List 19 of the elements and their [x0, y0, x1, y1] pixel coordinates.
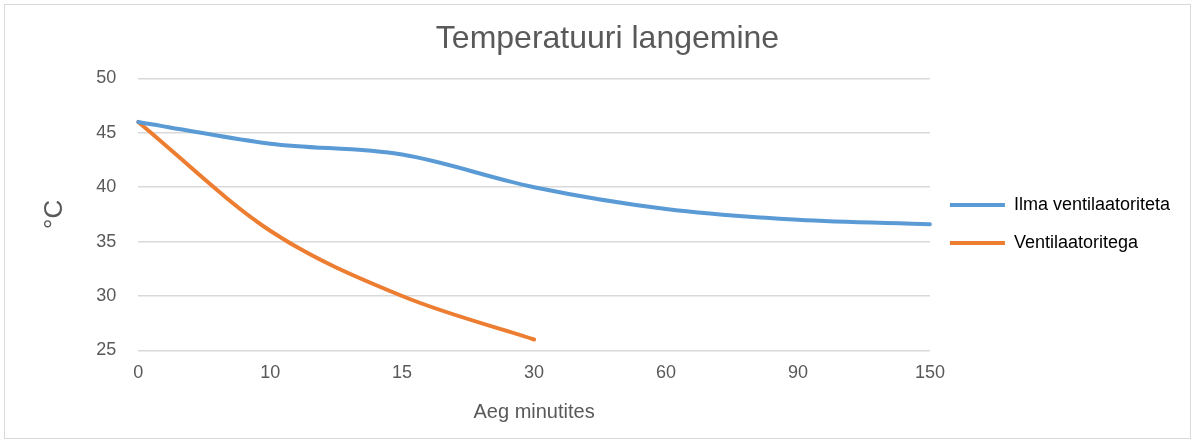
- x-tick-label: 30: [524, 362, 545, 383]
- y-tick-label: 35: [96, 230, 117, 251]
- y-tick-label: 45: [96, 121, 117, 142]
- x-tick-label: 0: [133, 362, 144, 383]
- y-tick-label: 25: [96, 339, 117, 360]
- y-tick-label: 30: [96, 284, 117, 305]
- legend-label: Ilma ventilaatoriteta: [1013, 193, 1171, 214]
- legend-label: Ventilaatoritega: [1013, 231, 1140, 252]
- y-tick-label: 50: [96, 67, 117, 88]
- x-tick-label: 60: [656, 362, 677, 383]
- y-tick-label: 40: [96, 176, 117, 197]
- line-series: [136, 119, 932, 227]
- x-tick-label: 90: [787, 362, 808, 383]
- x-axis-title: Aeg minutites: [473, 399, 595, 422]
- y-axis-title: °C: [37, 199, 68, 229]
- x-tick-label: 150: [914, 362, 945, 383]
- x-tick-label: 10: [260, 362, 281, 383]
- chart-title: Temperatuuri langemine: [435, 19, 780, 56]
- x-tick-label: 15: [392, 362, 413, 383]
